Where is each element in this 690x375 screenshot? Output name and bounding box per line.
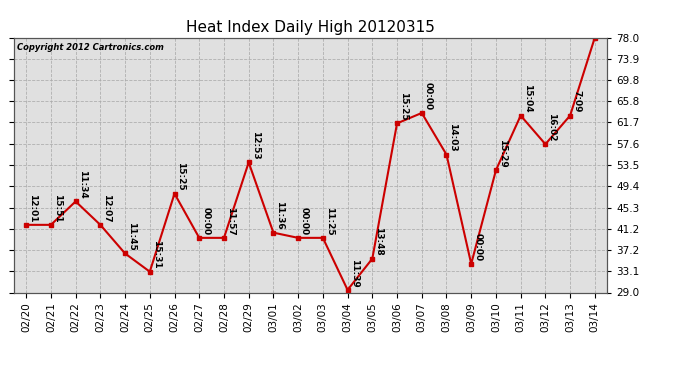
Text: 11:45: 11:45 — [127, 222, 136, 251]
Text: 15:29: 15:29 — [498, 139, 507, 168]
Text: 14:03: 14:03 — [448, 123, 457, 152]
Text: 15:25: 15:25 — [399, 92, 408, 121]
Text: 11:39: 11:39 — [350, 258, 359, 287]
Text: 12:53: 12:53 — [250, 131, 259, 160]
Text: 00:00: 00:00 — [201, 207, 210, 235]
Text: 15:04: 15:04 — [522, 84, 531, 113]
Text: 00:00: 00:00 — [300, 207, 309, 235]
Text: 11:25: 11:25 — [325, 207, 334, 235]
Text: 7:09: 7:09 — [572, 90, 581, 113]
Text: 00:00: 00:00 — [424, 82, 433, 110]
Text: 11:34: 11:34 — [77, 170, 86, 199]
Text: 16:02: 16:02 — [547, 113, 556, 142]
Text: 12:07: 12:07 — [102, 194, 111, 222]
Text: 15:31: 15:31 — [152, 240, 161, 269]
Title: Heat Index Daily High 20120315: Heat Index Daily High 20120315 — [186, 20, 435, 35]
Text: 11:36: 11:36 — [275, 201, 284, 230]
Text: 13:48: 13:48 — [374, 227, 383, 256]
Text: 11:57: 11:57 — [226, 207, 235, 235]
Text: 12:01: 12:01 — [28, 194, 37, 222]
Text: 15:25: 15:25 — [177, 162, 186, 191]
Text: 00:00: 00:00 — [473, 233, 482, 261]
Text: 15:51: 15:51 — [53, 194, 62, 222]
Text: Copyright 2012 Cartronics.com: Copyright 2012 Cartronics.com — [17, 43, 164, 52]
